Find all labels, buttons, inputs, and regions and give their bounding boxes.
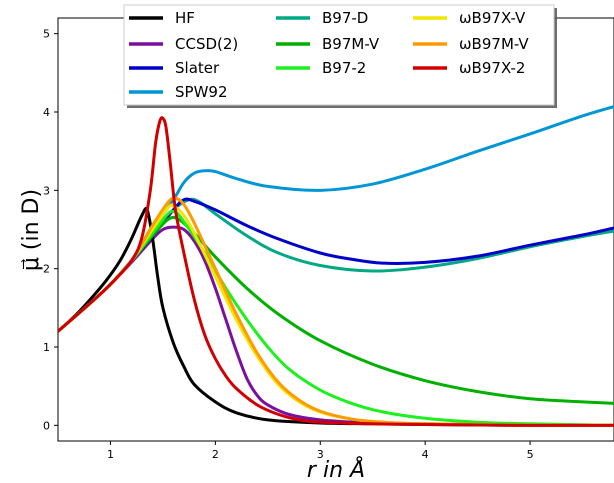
legend-label: B97-2 <box>322 59 366 77</box>
x-axis-ticks: 1 2 3 4 5 <box>107 441 534 461</box>
x-axis-label: r in Å <box>307 456 365 483</box>
legend-label: B97M-V <box>322 35 380 53</box>
series-line-b97x-2 <box>58 116 614 427</box>
legend-entry: SPW92 <box>129 83 228 101</box>
legend-items: HF CCSD(2) Slater SPW92 B97-D B97M-V B97-2 ωB97… <box>129 9 529 101</box>
y-axis-label: μ⃗ (in D) <box>19 189 44 271</box>
legend-label: HF <box>175 9 195 27</box>
y-tick-label: 5 <box>43 28 50 41</box>
legend-entry: ωB97X-2 <box>413 59 525 77</box>
legend-entry: HF <box>129 9 195 27</box>
legend-label: CCSD(2) <box>175 35 238 53</box>
y-axis-ticks: 0 1 2 3 4 5 <box>43 28 58 432</box>
legend-label: B97-D <box>322 9 368 27</box>
legend-label: ωB97X-V <box>459 9 526 27</box>
legend-label: Slater <box>175 59 220 77</box>
series-layer <box>58 105 614 427</box>
legend: HF CCSD(2) Slater SPW92 B97-D B97M-V B97-2 ωB97… <box>123 4 557 108</box>
x-tick-label: 2 <box>212 448 219 461</box>
y-tick-label: 2 <box>43 263 50 276</box>
legend-entry: ωB97X-V <box>413 9 526 27</box>
y-tick-label: 0 <box>43 419 50 432</box>
legend-entry: Slater <box>129 59 220 77</box>
legend-entry: B97M-V <box>276 35 380 53</box>
x-tick-label: 1 <box>107 448 114 461</box>
legend-entry: ωB97M-V <box>413 35 529 53</box>
legend-box <box>123 4 555 106</box>
y-tick-label: 4 <box>43 106 50 119</box>
x-tick-label: 5 <box>527 448 534 461</box>
legend-label: SPW92 <box>175 83 228 101</box>
legend-label: ωB97X-2 <box>459 59 525 77</box>
legend-entry: CCSD(2) <box>129 35 238 53</box>
legend-entry: B97-D <box>276 9 368 27</box>
legend-entry: B97-2 <box>276 59 366 77</box>
legend-label: ωB97M-V <box>459 35 529 53</box>
y-tick-label: 3 <box>43 184 50 197</box>
y-tick-label: 1 <box>43 341 50 354</box>
x-tick-label: 4 <box>422 448 429 461</box>
x-tick-label: 3 <box>317 448 324 461</box>
